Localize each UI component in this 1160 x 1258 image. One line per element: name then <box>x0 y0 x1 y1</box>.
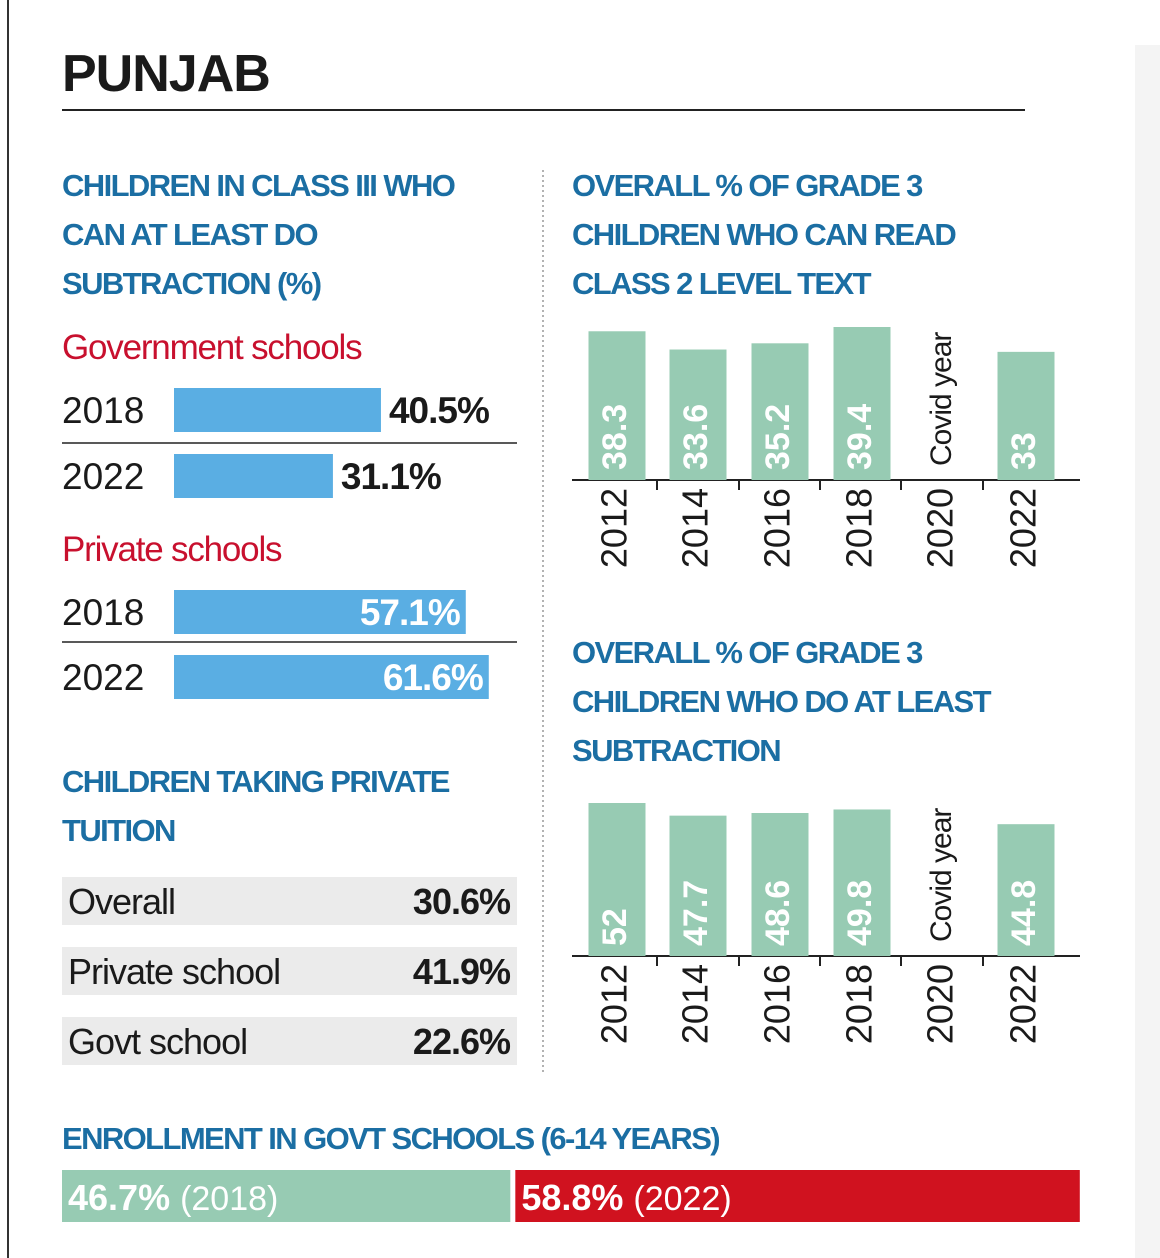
annotation: Covid year <box>925 808 958 942</box>
x-tick-label: 2014 <box>675 964 716 1044</box>
value-label: 61.6% <box>383 657 483 698</box>
x-tick-label: 2012 <box>594 488 635 568</box>
bar <box>174 454 333 498</box>
x-tick-label: 2016 <box>757 964 798 1044</box>
group-label: Private schools <box>62 530 282 569</box>
bar <box>174 590 466 634</box>
row-label: 2022 <box>62 456 144 497</box>
row-label: 2018 <box>62 390 144 431</box>
value-label: 33.6 <box>677 404 715 470</box>
value-label: 49.8 <box>841 880 879 946</box>
value-label: 46.7% <box>68 1177 170 1218</box>
value-label: 38.3 <box>596 404 634 470</box>
value-label: 31.1% <box>341 456 441 497</box>
value-label: 58.8% <box>521 1177 623 1218</box>
chart-title: OVERALL % OF GRADE 3 CHILDREN WHO DO AT … <box>572 635 992 768</box>
value-label: 35.2 <box>759 404 797 470</box>
value-label: 52 <box>596 908 634 946</box>
row-value: 41.9% <box>413 951 511 992</box>
table-row <box>62 877 517 925</box>
row-label: Overall <box>68 881 175 922</box>
bar <box>997 351 1055 480</box>
bar-segment <box>515 1170 1080 1222</box>
category-label: (2022) <box>633 1180 731 1218</box>
value-label: 39.4 <box>841 404 879 470</box>
bar <box>669 349 727 480</box>
x-tick-label: 2020 <box>920 964 961 1044</box>
bar <box>833 809 891 956</box>
row-label: Private school <box>68 951 280 992</box>
x-tick-label: 2018 <box>839 488 880 568</box>
value-label: 57.1% <box>360 592 460 633</box>
bar <box>833 327 891 480</box>
bar <box>997 824 1055 956</box>
group-label: Government schools <box>62 328 362 367</box>
chart-title: OVERALL % OF GRADE 3 CHILDREN WHO CAN RE… <box>572 168 957 301</box>
category-label: (2018) <box>180 1180 278 1218</box>
row-value: 22.6% <box>413 1021 511 1062</box>
segment-label: 58.8% (2022) <box>521 1177 731 1218</box>
bar <box>751 343 809 480</box>
side-panel <box>1135 45 1160 1258</box>
chart-title: ENROLLMENT IN GOVT SCHOOLS (6-14 YEARS) <box>62 1121 721 1156</box>
value-label: 40.5% <box>389 390 489 431</box>
value-label: 48.6 <box>759 880 797 946</box>
value-label: 47.7 <box>677 880 715 946</box>
table-row <box>62 947 517 995</box>
row-label: 2018 <box>62 592 144 633</box>
bar <box>588 331 646 480</box>
bar-segment <box>62 1170 511 1222</box>
x-tick-label: 2014 <box>675 488 716 568</box>
x-tick-label: 2022 <box>1003 488 1044 568</box>
value-label: 33 <box>1005 432 1043 470</box>
table-title: CHILDREN TAKING PRIVATE TUITION <box>62 764 450 848</box>
table-row <box>62 1017 517 1065</box>
main-title: PUNJAB <box>62 45 271 103</box>
annotation: Covid year <box>925 332 958 466</box>
row-label: 2022 <box>62 657 144 698</box>
x-tick-label: 2018 <box>839 964 880 1044</box>
chart-title: CHILDREN IN CLASS III WHO CAN AT LEAST D… <box>62 168 456 301</box>
bar <box>669 815 727 956</box>
x-tick-label: 2016 <box>757 488 798 568</box>
x-tick-label: 2012 <box>594 964 635 1044</box>
bar <box>174 655 489 699</box>
segment-label: 46.7% (2018) <box>68 1177 278 1218</box>
value-label: 44.8 <box>1005 880 1043 946</box>
row-label: Govt school <box>68 1021 247 1062</box>
bar <box>588 803 646 956</box>
bar <box>751 813 809 956</box>
row-value: 30.6% <box>413 881 511 922</box>
x-tick-label: 2022 <box>1003 964 1044 1044</box>
x-tick-label: 2020 <box>920 488 961 568</box>
bar <box>174 388 381 432</box>
